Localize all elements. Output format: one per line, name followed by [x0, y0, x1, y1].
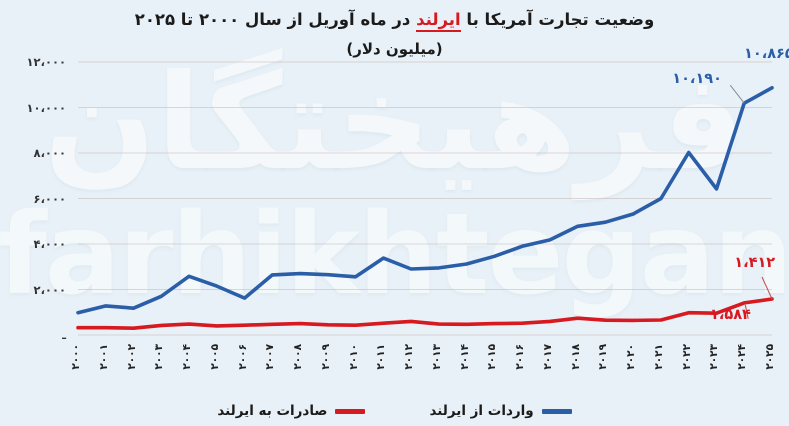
legend-item-imports[interactable]: واردات از ایرلند	[429, 403, 572, 419]
x-axis-tick-label: ۲۰۰۲	[125, 344, 138, 370]
y-axis-tick-label: ـ	[62, 328, 66, 342]
x-axis-tick-label: ۲۰۰۷	[264, 344, 277, 370]
page-title: وضعیت تجارت آمریکا با ایرلند در ماه آوری…	[0, 8, 789, 33]
x-axis-tick-label: ۲۰۱۵	[486, 344, 499, 370]
x-axis-tick-label: ۲۰۲۴	[736, 344, 749, 370]
title-highlight-ireland: ایرلند	[416, 10, 461, 32]
x-axis-tick-label: ۲۰۱۴	[458, 344, 471, 370]
leader-exports-2025	[761, 276, 773, 300]
x-axis-tick-label: ۲۰۲۰	[625, 344, 638, 370]
exports-2025-label: ۱،۵۸۴	[710, 306, 751, 323]
x-axis-tick-label: ۲۰۱۱	[375, 344, 388, 370]
x-axis-tick-label: ۲۰۰۸	[292, 344, 305, 370]
legend-label-imports: واردات از ایرلند	[429, 403, 534, 419]
x-axis-tick-label: ۲۰۰۱	[97, 344, 110, 370]
y-axis-tick-label: ۱۲،۰۰۰	[26, 55, 66, 69]
series-line-exports	[76, 297, 774, 331]
x-axis-tick-label: ۲۰۱۷	[541, 344, 554, 370]
x-axis-tick-label: ۲۰۰۵	[208, 344, 221, 370]
x-axis-tick-label: ۲۰۱۶	[514, 344, 527, 370]
x-axis-tick-label: ۲۰۰۳	[153, 344, 166, 370]
legend-item-exports[interactable]: صادرات به ایرلند	[217, 403, 366, 419]
x-axis-tick-label: ۲۰۰۶	[236, 344, 249, 370]
title-text-before: وضعیت تجارت آمریکا با	[460, 10, 655, 29]
x-axis-tick-label: ۲۰۱۹	[597, 344, 610, 370]
imports-2024-label: ۱۰،۱۹۰	[672, 71, 722, 88]
y-axis-tick-label: ۱۰،۰۰۰	[26, 100, 66, 115]
legend-label-exports: صادرات به ایرلند	[217, 403, 328, 419]
x-axis-tick-label: ۲۰۲۳	[708, 344, 721, 370]
y-axis-tick-label: ۲،۰۰۰	[33, 282, 66, 297]
x-axis-tick-label: ۲۰۱۰	[347, 344, 360, 370]
x-axis-tick-label: ۲۰۲۲	[680, 344, 693, 370]
y-axis-tick-label: ۶،۰۰۰	[33, 191, 66, 206]
series-line-imports	[76, 86, 774, 315]
chart-header: وضعیت تجارت آمریکا با ایرلند در ماه آوری…	[0, 8, 789, 58]
x-axis-tick-label: ۲۰۱۲	[403, 344, 416, 370]
x-axis-tick-label: ۲۰۲۱	[652, 344, 665, 370]
x-axis-tick-label: ۲۰۱۸	[569, 344, 582, 370]
x-axis-tick-label: ۲۰۰۹	[319, 344, 332, 370]
y-axis-tick-label: ۸،۰۰۰	[33, 146, 66, 160]
y-axis-tick-label: ۴،۰۰۰	[33, 237, 66, 251]
x-axis-tick-label: ۲۰۰۴	[181, 344, 194, 370]
title-text-after: در ماه آوریل از سال ۲۰۰۰ تا ۲۰۲۵	[134, 10, 417, 29]
legend-swatch-imports	[541, 408, 572, 414]
legend-swatch-exports	[335, 408, 366, 414]
x-axis-tick-label: ۲۰۰۰	[70, 344, 82, 370]
leader-exports-2024	[744, 304, 749, 319]
imports-2025-label: ۱۰،۸۶۵	[744, 45, 789, 62]
exports-2024-label: ۱،۴۱۲	[734, 254, 776, 271]
chart-subtitle: (میلیون دلار)	[346, 39, 443, 58]
x-axis-tick-label: ۲۰۱۳	[430, 344, 443, 370]
chart-legend: واردات از ایرلند صادرات به ایرلند	[0, 403, 789, 419]
x-axis-tick-label: ۲۰۲۵	[764, 344, 776, 370]
leader-imports-2024	[729, 84, 745, 104]
